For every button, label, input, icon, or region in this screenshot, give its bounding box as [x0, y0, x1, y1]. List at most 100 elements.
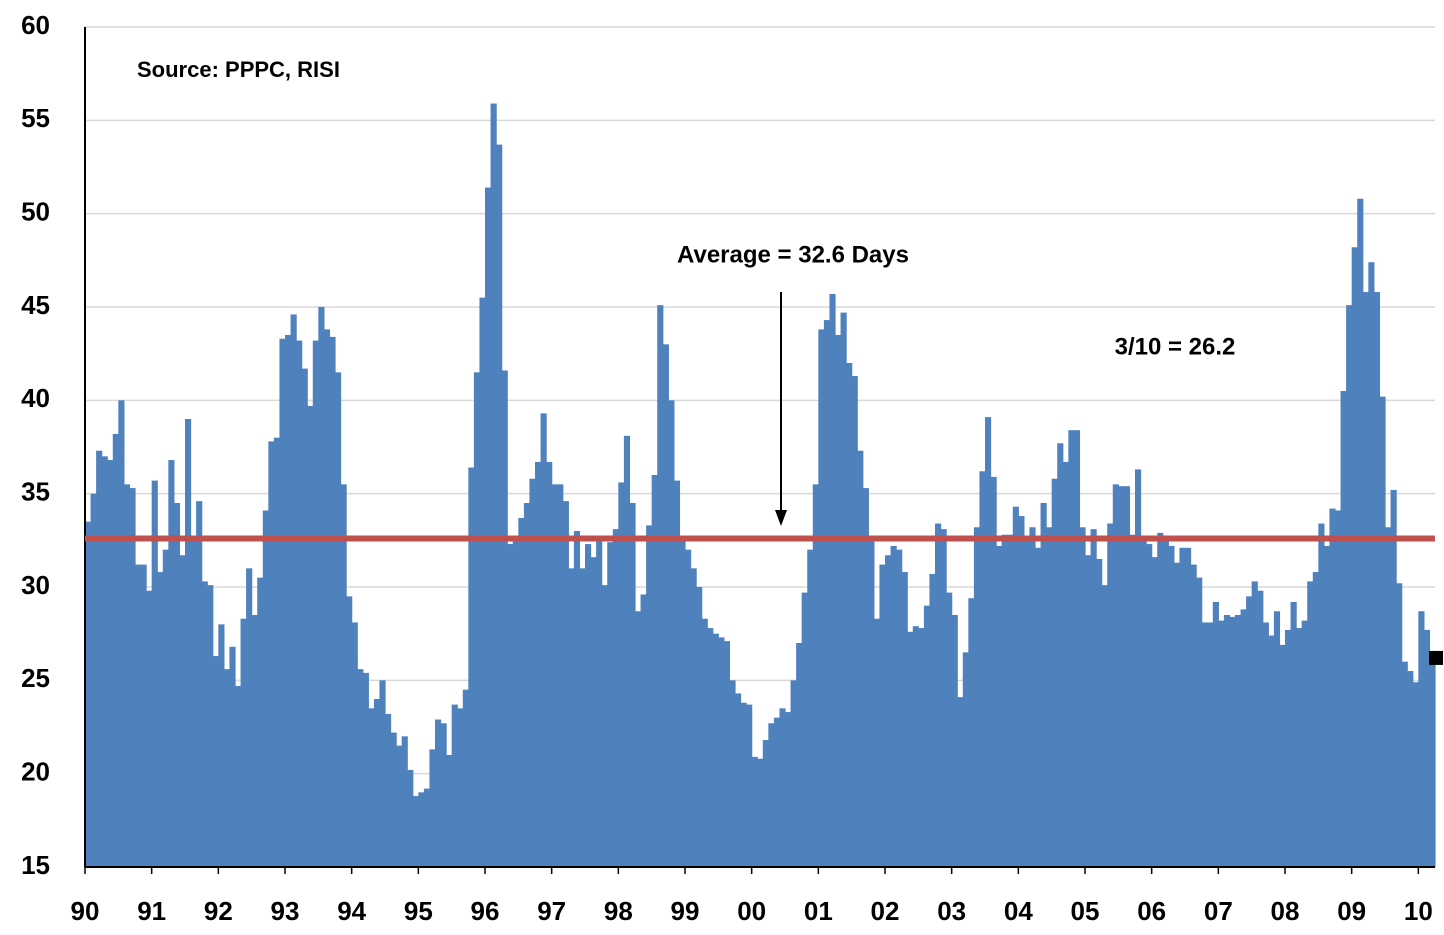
bar	[1407, 671, 1414, 867]
bar	[651, 475, 658, 867]
bar	[207, 585, 214, 867]
bar	[1318, 523, 1325, 867]
y-tick-label: 60	[21, 10, 50, 40]
bar	[485, 187, 492, 868]
bar	[323, 329, 331, 867]
bar	[1218, 620, 1225, 867]
bar	[1285, 629, 1292, 867]
bar	[629, 503, 636, 867]
bar	[1346, 305, 1353, 868]
bar	[1246, 596, 1253, 867]
bar	[412, 796, 419, 867]
x-tick-label: 92	[204, 896, 233, 926]
bar	[929, 573, 936, 867]
bar	[618, 482, 625, 867]
bar	[1273, 611, 1281, 867]
bar	[768, 723, 775, 867]
bar	[1023, 540, 1031, 867]
y-tick-label: 40	[21, 383, 50, 413]
last-value-note: 3/10 = 26.2	[1115, 333, 1236, 360]
bar	[135, 564, 142, 867]
x-tick-label: 08	[1271, 896, 1300, 926]
bar	[1040, 503, 1047, 867]
bar	[729, 680, 736, 867]
bar	[623, 435, 631, 867]
bar	[1223, 615, 1231, 867]
bar	[773, 717, 781, 867]
x-tick-label: 04	[1004, 896, 1033, 926]
bar	[435, 719, 442, 867]
bar	[951, 615, 958, 867]
bar	[1212, 601, 1219, 867]
bar	[296, 340, 303, 868]
bar	[1129, 534, 1136, 867]
bar	[168, 460, 175, 867]
bar	[1185, 547, 1192, 867]
x-tick-label: 05	[1071, 896, 1100, 926]
bar	[173, 503, 181, 867]
bar	[1190, 564, 1197, 867]
bar	[157, 572, 164, 867]
bar	[396, 745, 403, 867]
bar	[340, 484, 347, 867]
bar	[990, 476, 997, 867]
bar	[1007, 534, 1014, 867]
bar	[801, 592, 808, 867]
bar	[751, 756, 758, 867]
bar	[329, 336, 336, 867]
bar	[1229, 616, 1236, 867]
bar	[579, 568, 586, 867]
x-tick-label: 93	[271, 896, 300, 926]
x-tick-label: 90	[71, 896, 100, 926]
bar	[818, 329, 825, 867]
average-note: Average = 32.6 Days	[677, 241, 909, 268]
bar	[496, 144, 503, 868]
bar	[823, 320, 831, 868]
x-tick-label: 06	[1137, 896, 1166, 926]
bar	[901, 572, 908, 867]
bar	[185, 419, 192, 867]
bar	[985, 417, 992, 867]
bar	[1368, 262, 1375, 867]
bar	[962, 652, 969, 867]
bar	[1268, 635, 1275, 867]
x-tick-label: 02	[871, 896, 900, 926]
bar	[512, 540, 519, 867]
bar	[740, 702, 747, 867]
bar	[1101, 585, 1108, 867]
bar	[1179, 547, 1186, 867]
bar	[451, 704, 458, 867]
bar	[1201, 622, 1208, 867]
bar	[912, 626, 919, 867]
bar	[107, 460, 114, 867]
bar	[573, 531, 581, 867]
bar	[907, 631, 914, 867]
bar	[1012, 506, 1019, 867]
bar	[679, 540, 686, 867]
bar	[1301, 620, 1308, 867]
bar	[979, 471, 986, 867]
bar	[1257, 590, 1264, 867]
x-tick-label: 03	[937, 896, 966, 926]
x-tick-label: 96	[471, 896, 500, 926]
bar	[362, 672, 369, 867]
bar	[307, 405, 314, 867]
bar	[890, 545, 897, 867]
bar	[812, 484, 819, 867]
bar	[785, 712, 792, 867]
bar	[507, 544, 514, 867]
bar	[807, 549, 814, 867]
bar	[223, 669, 231, 867]
bar	[1090, 529, 1097, 867]
bar	[707, 628, 714, 867]
bar	[1385, 527, 1392, 867]
bar	[796, 643, 803, 867]
bar	[529, 478, 536, 867]
bar	[1196, 577, 1203, 867]
bar	[640, 594, 647, 867]
bar	[701, 618, 708, 867]
y-tick-label: 35	[21, 477, 50, 507]
bar	[746, 704, 753, 867]
x-tick-label: 95	[404, 896, 433, 926]
x-tick-label: 01	[804, 896, 833, 926]
